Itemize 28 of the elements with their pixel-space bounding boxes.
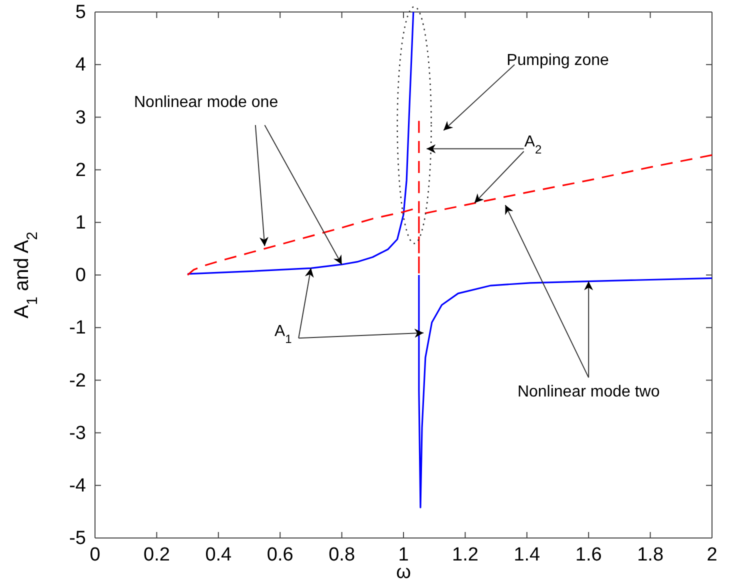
line-series [418, 120, 713, 276]
x-tick-label: 0.4 [205, 544, 232, 566]
y-tick-label: 0 [75, 265, 86, 286]
x-tick-label: 2 [706, 544, 718, 566]
annotation: Nonlinear mode one [134, 94, 278, 112]
y-tick-label: 1 [75, 212, 86, 234]
y-tick-label: -5 [69, 528, 86, 550]
x-tick-label: 1.8 [637, 544, 664, 566]
x-tick-label: 1.4 [514, 544, 541, 566]
y-tick-label: -3 [69, 422, 86, 444]
annotation: A$_{1}$ [274, 322, 292, 346]
x-tick-label: 0.8 [328, 544, 356, 566]
y-tick-label: -4 [69, 475, 86, 496]
y-tick-label: 3 [75, 107, 86, 128]
annotation: Nonlinear mode two [517, 383, 660, 400]
x-tick-label: 0.6 [266, 544, 294, 566]
y-tick-label: -2 [69, 370, 86, 392]
line-series [186, 208, 414, 276]
x-tick-label: 1.6 [575, 544, 602, 566]
x-tick-label: 0.2 [143, 544, 170, 566]
y-tick-label: -1 [69, 318, 86, 339]
x-tick-label: 0 [90, 544, 100, 566]
y-tick-label: 4 [75, 54, 86, 76]
x-tick-label: 1.2 [452, 544, 478, 566]
annotation: Pumping zone [506, 52, 609, 69]
y-tick-label: 5 [75, 2, 86, 24]
annotation: A$_{2}$ [524, 133, 542, 156]
y-tick-label: 2 [75, 160, 86, 181]
